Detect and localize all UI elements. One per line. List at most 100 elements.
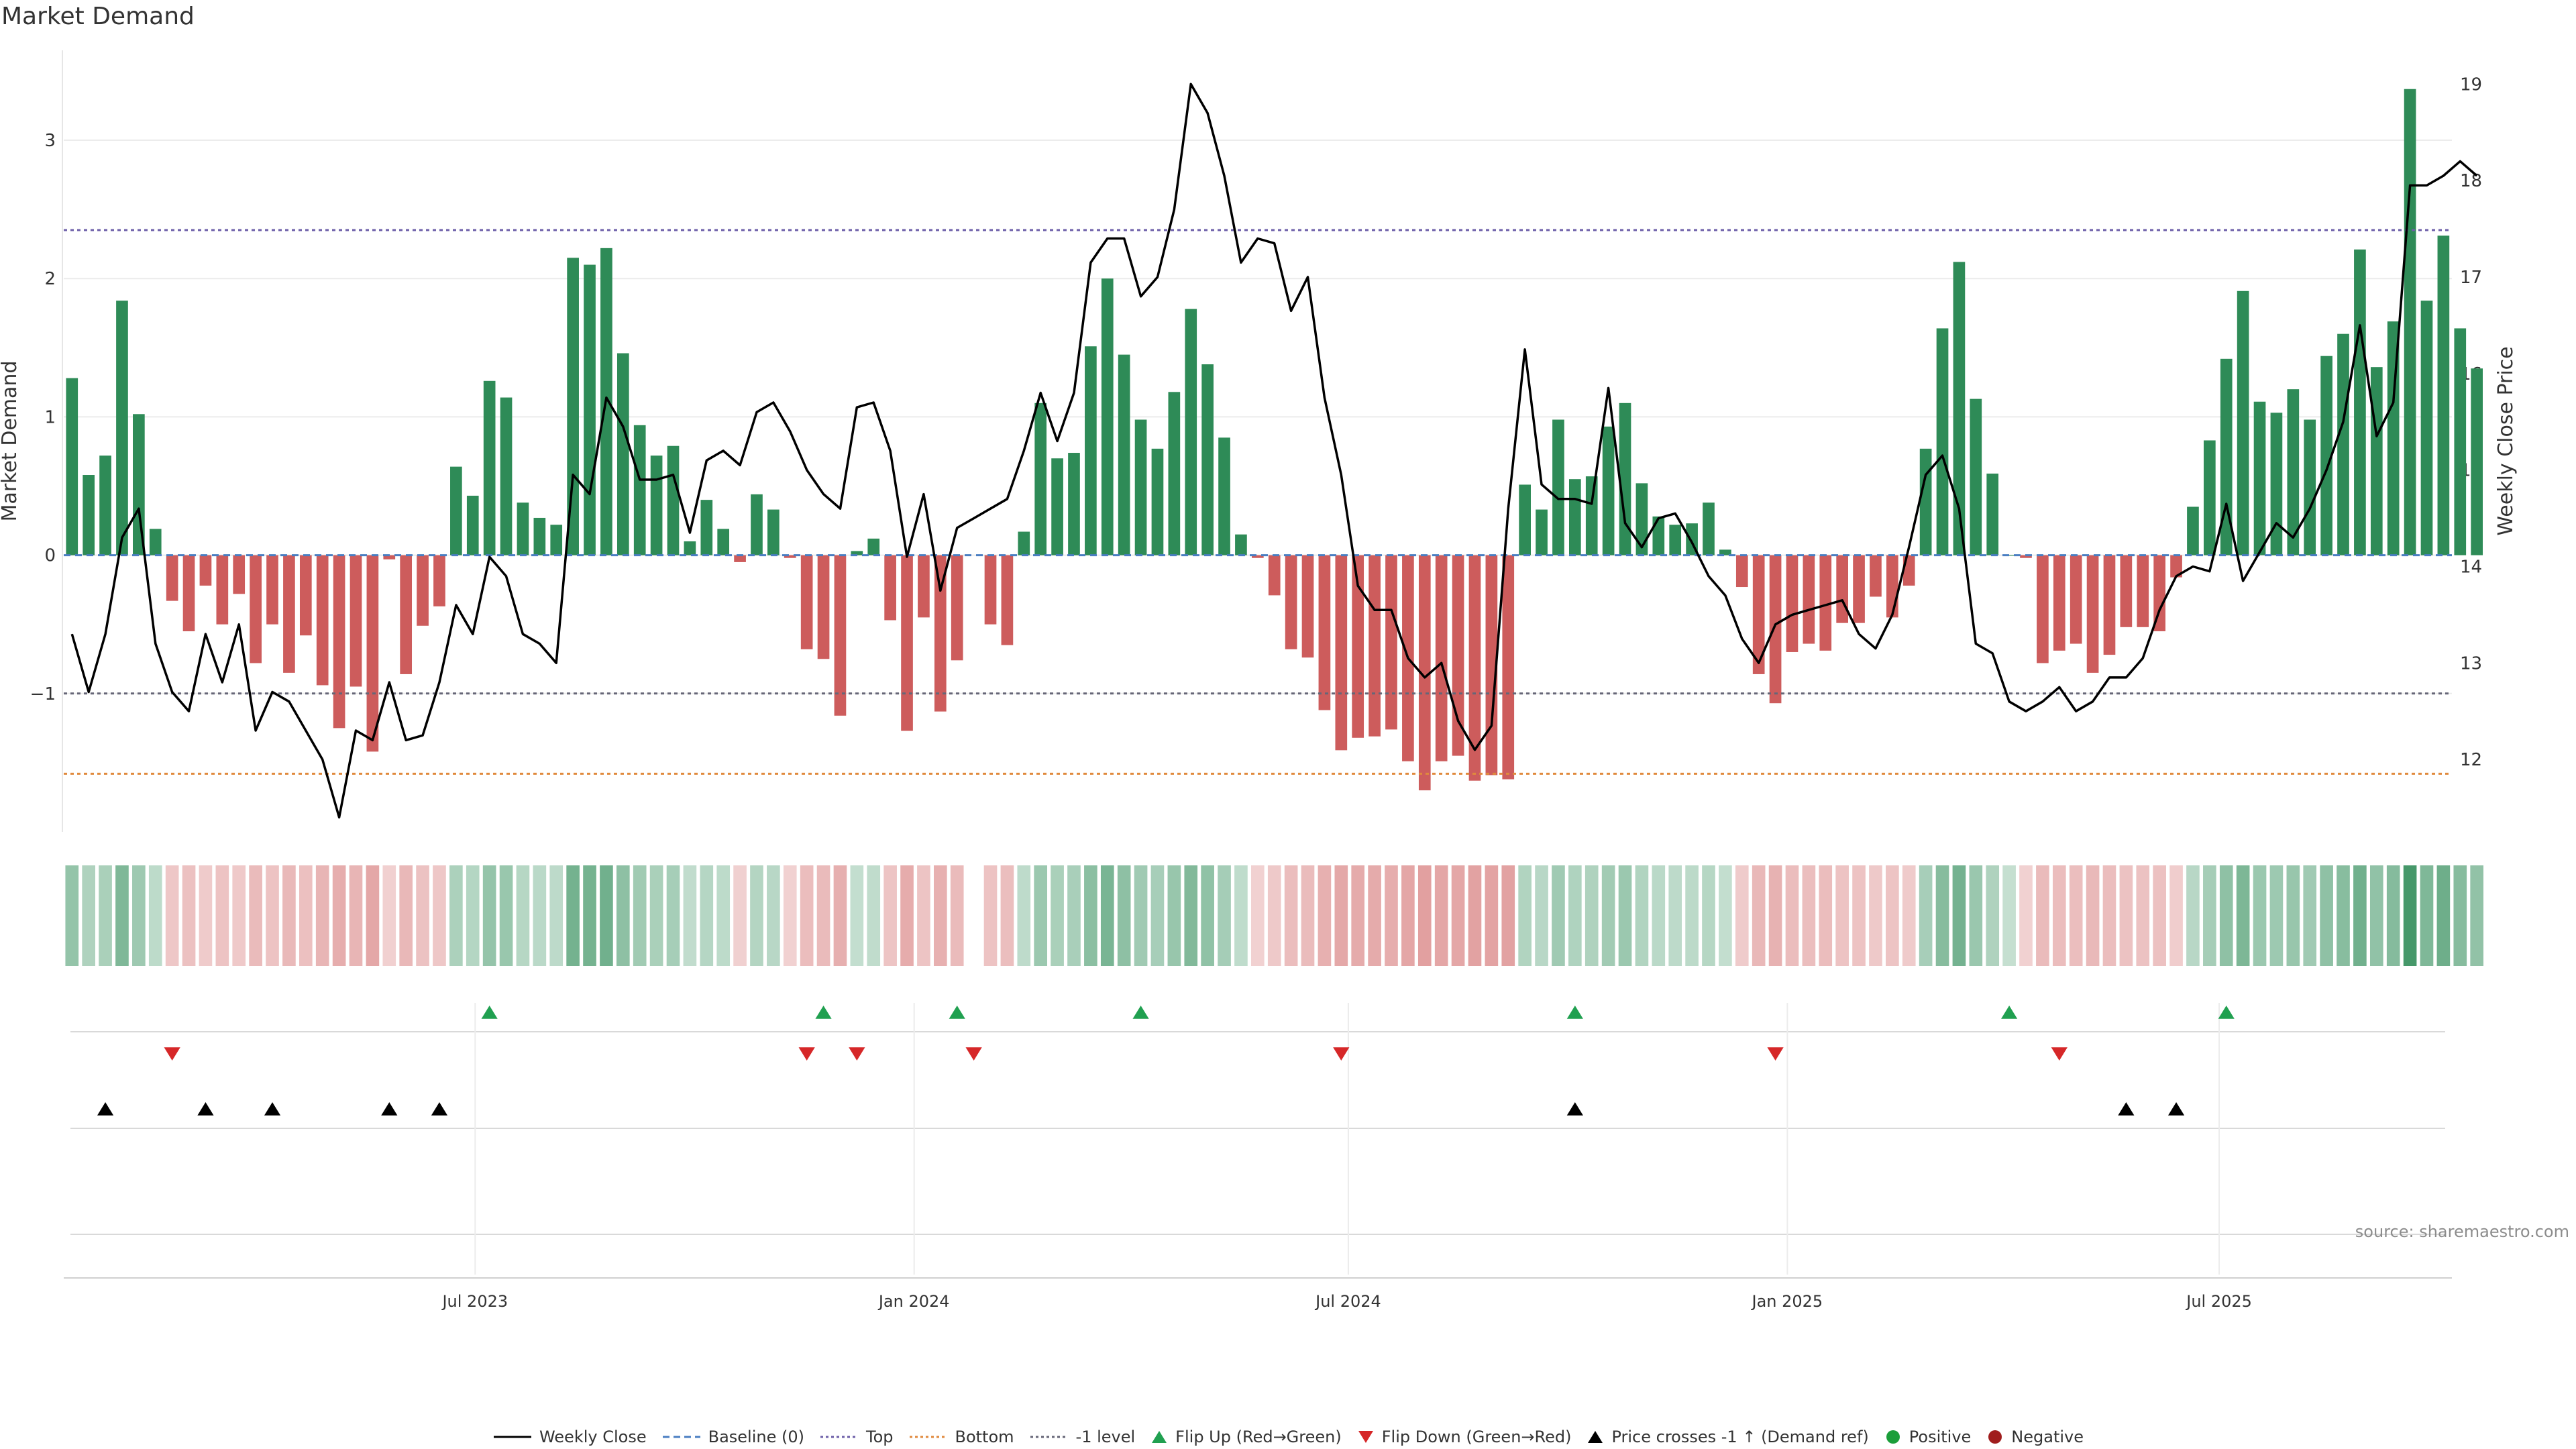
demand-bar (450, 466, 462, 555)
demand-bar (1168, 392, 1181, 555)
x-tick-label: Jul 2023 (441, 1292, 508, 1311)
y-tick-label: 2 (44, 269, 56, 289)
demand-bar (1619, 402, 1631, 555)
demand-bar (1068, 453, 1080, 555)
demand-bar (1669, 525, 1682, 555)
demand-heat-cell (1752, 865, 1766, 966)
demand-bar (133, 414, 145, 555)
flip-down-marker (1767, 1047, 1784, 1061)
demand-heat-cell (132, 865, 146, 966)
demand-bar (734, 555, 746, 562)
flip-down-marker (849, 1047, 865, 1061)
demand-bar (817, 555, 830, 659)
demand-bar (1018, 531, 1030, 555)
demand-heat-cell (2470, 865, 2483, 966)
legend-label: Flip Down (Green→Red) (1381, 1428, 1572, 1446)
demand-heat-cell (1368, 865, 1381, 966)
demand-bar (951, 555, 963, 661)
demand-bar (2370, 367, 2383, 555)
demand-bar (366, 555, 379, 752)
y2-axis-label: Weekly Close Price (2494, 346, 2518, 535)
legend-label: Weekly Close (539, 1428, 647, 1446)
demand-bar (1936, 328, 1949, 555)
demand-heat-cell (800, 865, 814, 966)
demand-heat-cell (767, 865, 780, 966)
demand-bar (283, 555, 295, 673)
demand-heat-cell (2369, 865, 2383, 966)
price-cross-marker (264, 1102, 281, 1116)
demand-heat-cell (683, 865, 697, 966)
demand-heat-cell (2119, 865, 2133, 966)
demand-heat-cell (533, 865, 547, 966)
demand-bar (784, 555, 796, 558)
demand-heat-cell (1485, 865, 1499, 966)
demand-bar (867, 538, 880, 555)
demand-bar (83, 475, 95, 555)
demand-heat-cell (315, 865, 329, 966)
demand-heat-cell (2036, 865, 2049, 966)
demand-heat-cell (2052, 865, 2066, 966)
demand-bar (934, 555, 947, 712)
demand-heat-cell (2353, 865, 2367, 966)
demand-heat-cell (2253, 865, 2267, 966)
demand-heat-cell (1167, 865, 1181, 966)
demand-bar (1201, 364, 1214, 555)
flip-up-marker (815, 1006, 832, 1019)
demand-bar (1134, 419, 1147, 555)
demand-bar (717, 529, 730, 555)
demand-bar (383, 555, 396, 559)
demand-heat-cell (2153, 865, 2166, 966)
demand-heat-cell (1601, 865, 1615, 966)
demand-heat-cell (2269, 865, 2284, 966)
demand-heat-cell (433, 865, 446, 966)
demand-bar (751, 494, 763, 555)
demand-bar (2037, 555, 2049, 663)
legend-label: Flip Up (Red→Green) (1175, 1428, 1342, 1446)
demand-heat-cell (1234, 865, 1248, 966)
demand-bar (250, 555, 262, 663)
demand-bar (684, 541, 696, 555)
demand-heat-cell (2169, 865, 2183, 966)
demand-bar (1268, 555, 1281, 596)
demand-heat-cell (1051, 865, 1064, 966)
demand-bar (918, 555, 930, 618)
demand-bar (2253, 401, 2266, 555)
negative_dot-legend-swatch (1988, 1430, 2002, 1444)
positive_dot-legend-swatch (1886, 1430, 1900, 1444)
price-legend-icon (493, 1436, 531, 1438)
demand-bar (483, 380, 496, 555)
demand-heat-cell (382, 865, 396, 966)
price_cross-legend-icon (1588, 1431, 1603, 1443)
y2-tick-label: 19 (2460, 74, 2482, 95)
demand-bar (500, 397, 513, 555)
demand-heat-cell (466, 865, 480, 966)
demand-bar (1118, 354, 1130, 555)
demand-bar (1703, 502, 1715, 555)
y2-tick-label: 12 (2460, 750, 2482, 770)
bottom-legend-icon (909, 1436, 947, 1438)
price-cross-marker (431, 1102, 448, 1116)
demand-heat-cell (1100, 865, 1114, 966)
demand-bar (216, 555, 229, 625)
demand-heat-cell (1719, 865, 1732, 966)
demand-bar (1836, 555, 1848, 623)
demand-heat-cell (482, 865, 496, 966)
price_cross-legend-swatch (1588, 1431, 1603, 1443)
demand-heat-cell (1552, 865, 1565, 966)
demand-heat-cell (1618, 865, 1632, 966)
demand-heat-cell (2436, 865, 2451, 966)
demand-bar (1769, 555, 1782, 704)
legend-label: Bottom (955, 1428, 1014, 1446)
minus1-legend-icon (1030, 1436, 1068, 1438)
price-cross-marker (2118, 1102, 2135, 1116)
demand-bar (1435, 555, 1448, 761)
demand-bar (884, 555, 896, 621)
demand-heat-cell (783, 865, 797, 966)
demand-heat-cell (833, 865, 847, 966)
demand-bar (1886, 555, 1898, 618)
demand-heat-cell (1652, 865, 1666, 966)
demand-heat-cell (1902, 865, 1916, 966)
demand-heat-cell (1401, 865, 1415, 966)
demand-bar (584, 264, 596, 555)
demand-heat-cell (1852, 865, 1866, 966)
